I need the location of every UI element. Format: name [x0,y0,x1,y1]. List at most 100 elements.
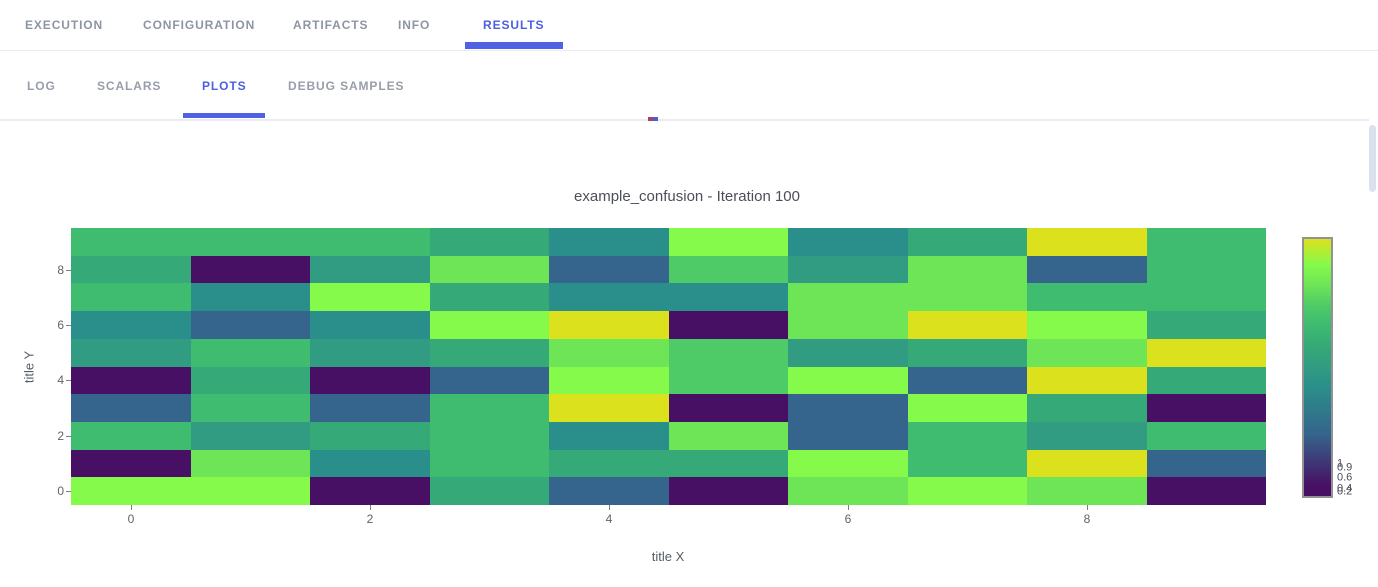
heatmap-cell [668,311,788,339]
heatmap-cell [668,283,788,312]
x-tick-mark [609,505,610,510]
heatmap-cell [668,449,788,478]
secondary-tab-bar: LOG SCALARS PLOTS DEBUG SAMPLES [0,51,1378,120]
heatmap-cell [71,283,191,312]
heatmap-cell [788,283,908,312]
heatmap-cell [788,255,908,284]
heatmap-cell [788,449,908,478]
y-tick-label: 8 [57,262,64,277]
tab-label: SCALARS [97,78,162,93]
heatmap-cell [429,255,549,284]
tab-results[interactable]: RESULTS [483,0,544,50]
heatmap-cell [190,255,310,284]
heatmap-cell [907,449,1027,478]
y-tick-label: 4 [57,373,64,388]
tab-plots[interactable]: PLOTS [202,51,247,120]
heatmap-cell [788,366,908,395]
plot-title: example_confusion - Iteration 100 [574,188,800,205]
heatmap-cell [190,477,310,505]
tab-log[interactable]: LOG [27,51,56,120]
heatmap-cell [1027,255,1147,284]
heatmap-cell [788,477,908,505]
heatmap-cell [549,338,669,367]
heatmap-grid[interactable] [71,228,1266,505]
heatmap-cell [1146,394,1266,422]
heatmap-cell [429,366,549,395]
tab-artifacts[interactable]: ARTIFACTS [293,0,368,50]
tab-label: ARTIFACTS [293,18,369,32]
heatmap-cell [907,421,1027,450]
x-tick-label: 4 [605,512,613,526]
heatmap-cell [429,311,549,339]
heatmap-cell [1027,421,1147,450]
heatmap-cell [429,394,549,422]
heatmap-cell [1027,283,1147,312]
heatmap-cell [190,421,310,450]
heatmap-cell [190,338,310,367]
heatmap-cell [788,311,908,339]
heatmap-cell [1146,449,1266,478]
heatmap-cell [429,338,549,367]
tab-label: PLOTS [202,78,247,93]
heatmap-cell [71,449,191,478]
heatmap-cell [907,366,1027,395]
tab-label: EXECUTION [25,18,104,32]
heatmap-cell [1146,255,1266,284]
heatmap-cell [429,283,549,312]
heatmap-cell [907,311,1027,339]
tab-configuration[interactable]: CONFIGURATION [143,0,255,50]
heatmap-cell [1027,366,1147,395]
heatmap-cell [549,421,669,450]
heatmap-cell [668,477,788,505]
heatmap-cell [549,366,669,395]
heatmap-cell [429,421,549,450]
heatmap-cell [310,449,430,478]
y-tick-mark [66,490,71,492]
heatmap-cell [668,228,788,256]
heatmap-cell [1146,311,1266,339]
heatmap-cell [1027,228,1147,256]
heatmap-cell [788,421,908,450]
heatmap-cell [1146,283,1266,312]
x-tick-label: 0 [127,512,135,526]
tab-debug-samples[interactable]: DEBUG SAMPLES [288,51,404,120]
tab-label: INFO [398,18,431,32]
heatmap-cell [1146,366,1266,395]
heatmap-cell [907,394,1027,422]
tab-scalars[interactable]: SCALARS [97,51,161,120]
scrollbar-thumb[interactable] [1369,125,1376,192]
heatmap-cell [788,228,908,256]
heatmap-cell [788,394,908,422]
heatmap-cell [310,366,430,395]
heatmap-cell [190,449,310,478]
clipped-plot-remnant [648,117,658,121]
colorbar-tick-label: 0.6 [1337,471,1353,484]
heatmap-cell [907,255,1027,284]
content-divider [0,119,1369,121]
heatmap-cell [549,394,669,422]
heatmap-cell [310,338,430,367]
heatmap-cell [668,255,788,284]
tab-info[interactable]: INFO [398,0,430,50]
tab-execution[interactable]: EXECUTION [25,0,103,50]
clipped-remnant-red [648,117,653,121]
colorbar [1302,237,1333,498]
heatmap-cell [71,366,191,395]
heatmap-cell [1027,394,1147,422]
heatmap-cell [1146,338,1266,367]
x-tick-label: 6 [844,512,852,526]
heatmap-cell [1027,449,1147,478]
colorbar-tick-label: 0.9 [1337,461,1353,474]
heatmap-cell [190,283,310,312]
heatmap-cell [71,477,191,505]
heatmap-cell [907,338,1027,367]
heatmap-cell [549,311,669,339]
y-tick-mark [66,435,71,437]
heatmap-cell [310,283,430,312]
heatmap-cell [429,477,549,505]
heatmap-cell [1027,477,1147,505]
heatmap-cell [310,394,430,422]
heatmap-cell [71,394,191,422]
y-tick-mark [66,269,71,271]
